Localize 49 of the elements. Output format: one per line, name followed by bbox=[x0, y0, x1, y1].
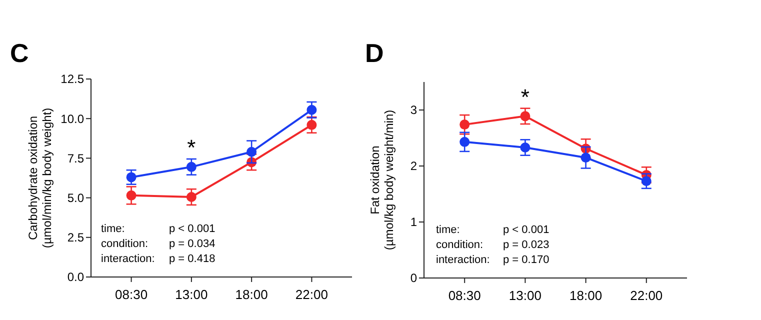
x-tick-label: 08:30 bbox=[115, 287, 148, 302]
annotation: time: bbox=[101, 223, 125, 235]
annotation: condition: bbox=[101, 238, 148, 250]
annotation: p = 0.023 bbox=[503, 239, 550, 251]
x-tick-label: 08:30 bbox=[448, 288, 481, 303]
y-tick-label: 10.0 bbox=[60, 112, 84, 126]
x-tick-label: 18:00 bbox=[570, 288, 602, 303]
y-tick-label: 5.0 bbox=[67, 191, 84, 205]
x-tick-label: 13:00 bbox=[175, 287, 208, 302]
y-tick-label: 7.5 bbox=[67, 151, 84, 166]
y-axis-title: Carbohydrate oxidation (µmol/min/kg body weight) bbox=[26, 108, 54, 248]
chart-title: C bbox=[10, 38, 29, 68]
y-tick-label: 12.5 bbox=[60, 72, 84, 86]
annotation: p = 0.418 bbox=[169, 253, 216, 265]
y-tick-label: 1 bbox=[410, 215, 418, 230]
y-tick-label: 0.0 bbox=[67, 270, 84, 284]
x-tick-label: 18:00 bbox=[235, 287, 268, 302]
y-tick-label: 3 bbox=[410, 103, 418, 118]
annotation: * bbox=[187, 134, 196, 160]
x-tick-label: 13:00 bbox=[508, 288, 542, 303]
annotation: p < 0.001 bbox=[169, 223, 216, 235]
annotation: interaction: bbox=[436, 254, 490, 266]
point bbox=[520, 111, 530, 122]
chart-title: D bbox=[365, 38, 384, 68]
point bbox=[186, 192, 196, 202]
x-tick-label: 22:00 bbox=[295, 287, 328, 302]
point bbox=[460, 136, 470, 147]
annotation: time: bbox=[436, 224, 460, 236]
y-tick-label: 2.5 bbox=[67, 230, 84, 245]
annotation: interaction: bbox=[101, 253, 155, 265]
y-tick-label: 2 bbox=[410, 159, 418, 174]
point bbox=[126, 172, 136, 182]
point bbox=[520, 142, 530, 153]
y-axis-title: Fat oxidation (µmol/kg body weight/min) bbox=[368, 110, 396, 250]
point bbox=[641, 176, 652, 186]
annotation: p = 0.034 bbox=[169, 238, 216, 250]
point bbox=[306, 120, 317, 130]
y-tick-label: 0 bbox=[410, 271, 418, 286]
annotation: p < 0.001 bbox=[503, 224, 550, 236]
point bbox=[246, 146, 257, 157]
annotation: * bbox=[520, 84, 530, 110]
point bbox=[126, 190, 136, 200]
point bbox=[580, 152, 591, 163]
point bbox=[186, 162, 196, 172]
x-tick-label: 22:00 bbox=[630, 288, 663, 303]
annotation: p = 0.170 bbox=[503, 254, 550, 266]
point bbox=[460, 120, 470, 130]
annotation: condition: bbox=[436, 239, 484, 251]
point bbox=[306, 104, 317, 115]
